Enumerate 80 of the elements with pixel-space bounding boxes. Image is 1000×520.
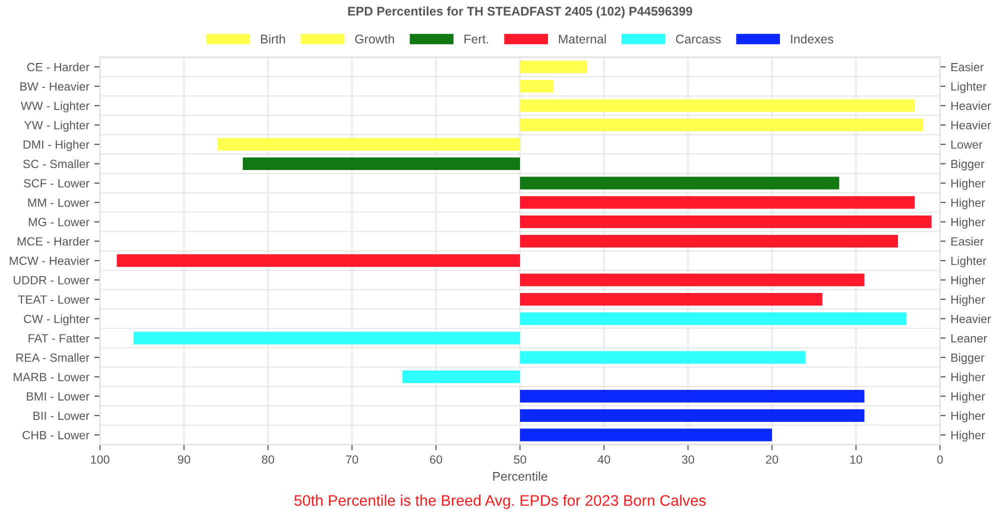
bar	[218, 138, 520, 151]
x-tick-label: 100	[91, 455, 110, 464]
bar	[520, 428, 772, 442]
bar	[520, 312, 906, 325]
x-tick-label: 20	[766, 455, 778, 464]
legend-label: Indexes	[791, 34, 834, 44]
bar	[116, 254, 520, 267]
y2-tick-label: Easier	[951, 62, 984, 72]
bar	[520, 216, 932, 228]
y2-tick-label: Higher	[951, 372, 985, 384]
y-tick-label: SCF - Lower	[24, 179, 90, 188]
x-tick-label: 80	[262, 455, 274, 464]
legend-label: Birth	[261, 34, 285, 44]
y2-tick-label: Easier	[951, 236, 984, 246]
bar	[520, 409, 864, 422]
y-tick-label: YW - Lighter	[24, 120, 90, 132]
bar	[134, 332, 520, 344]
y2-tick-label: Heavier	[951, 120, 991, 130]
x-axis-title: Percentile	[493, 472, 548, 481]
bar	[520, 196, 915, 209]
y2-tick-label: Higher	[951, 295, 985, 306]
y-tick-label: MG - Lower	[28, 218, 90, 226]
y-tick-label: BW - Heavier	[20, 82, 90, 91]
y2-tick-label: Heavier	[951, 101, 991, 110]
bar	[520, 118, 924, 132]
y-tick-label: MCE - Harder	[18, 236, 90, 246]
y2-tick-label: Lighter	[951, 256, 986, 268]
y2-tick-label: Higher	[951, 392, 985, 403]
bar	[520, 234, 898, 248]
x-tick-label: 50	[514, 455, 526, 464]
y2-tick-label: Higher	[951, 218, 985, 229]
y2-tick-label: Higher	[951, 276, 985, 287]
x-tick-label: 30	[682, 455, 694, 464]
y-tick-label: CW - Lighter	[24, 314, 90, 326]
chart-title: EPD Percentiles for TH STEADFAST 2405 (102) P44596399	[348, 6, 692, 18]
bar	[520, 274, 864, 286]
y2-tick-label: Lower	[951, 140, 982, 149]
y2-tick-label: Higher	[951, 430, 985, 442]
bar	[242, 157, 520, 170]
y2-tick-label: Bigger	[951, 159, 984, 170]
y2-tick-label: Leaner	[951, 334, 987, 342]
y-tick-label: REA - Smaller	[16, 353, 90, 362]
y-tick-label: MARB - Lower	[14, 372, 90, 382]
bar	[520, 99, 915, 112]
y-tick-label: CE - Harder	[27, 62, 90, 72]
y-tick-label: DMI - Higher	[24, 140, 90, 152]
legend-label: Growth	[355, 34, 394, 44]
x-tick-label: 40	[598, 455, 610, 464]
bar	[520, 176, 840, 190]
x-tick-label: 0	[937, 455, 943, 464]
y-tick-label: UDDR - Lower	[14, 276, 90, 284]
y-tick-label: WW - Lighter	[20, 101, 90, 112]
text: 50th Percentile is the Breed Avg. EPDs for 2023 Born Calves	[294, 494, 706, 509]
y-tick-label: BMI - Lower	[26, 392, 90, 401]
y2-tick-label: Heavier	[951, 314, 991, 324]
legend-label: Maternal	[558, 34, 606, 44]
x-tick-label: 10	[850, 455, 862, 464]
x-tick-label: 60	[430, 455, 442, 464]
y2-tick-label: Higher	[951, 198, 985, 210]
bar	[520, 293, 822, 306]
y2-tick-label: Higher	[951, 178, 985, 190]
y-tick-label: SC - Smaller	[23, 159, 90, 168]
x-tick-label: 90	[178, 455, 190, 464]
y-tick-label: TEAT - Lower	[18, 295, 90, 304]
legend-label: Fert.	[464, 34, 488, 44]
y-tick-label: BII - Lower	[33, 412, 90, 420]
y2-tick-label: Lighter	[951, 82, 986, 93]
y-tick-label: MCW - Heavier	[10, 256, 90, 265]
bar	[520, 390, 864, 402]
y-tick-label: CHB - Lower	[22, 430, 90, 440]
bar	[520, 80, 554, 93]
y-tick-label: FAT - Fatter	[28, 334, 90, 342]
bar	[520, 60, 588, 74]
bar	[520, 351, 806, 364]
legend-label: Carcass	[676, 34, 721, 44]
y2-tick-label: Bigger	[951, 353, 984, 364]
bar	[402, 370, 520, 384]
x-tick-label: 70	[346, 455, 358, 464]
y-tick-label: MM - Lower	[28, 198, 90, 207]
y2-tick-label: Higher	[951, 411, 985, 422]
